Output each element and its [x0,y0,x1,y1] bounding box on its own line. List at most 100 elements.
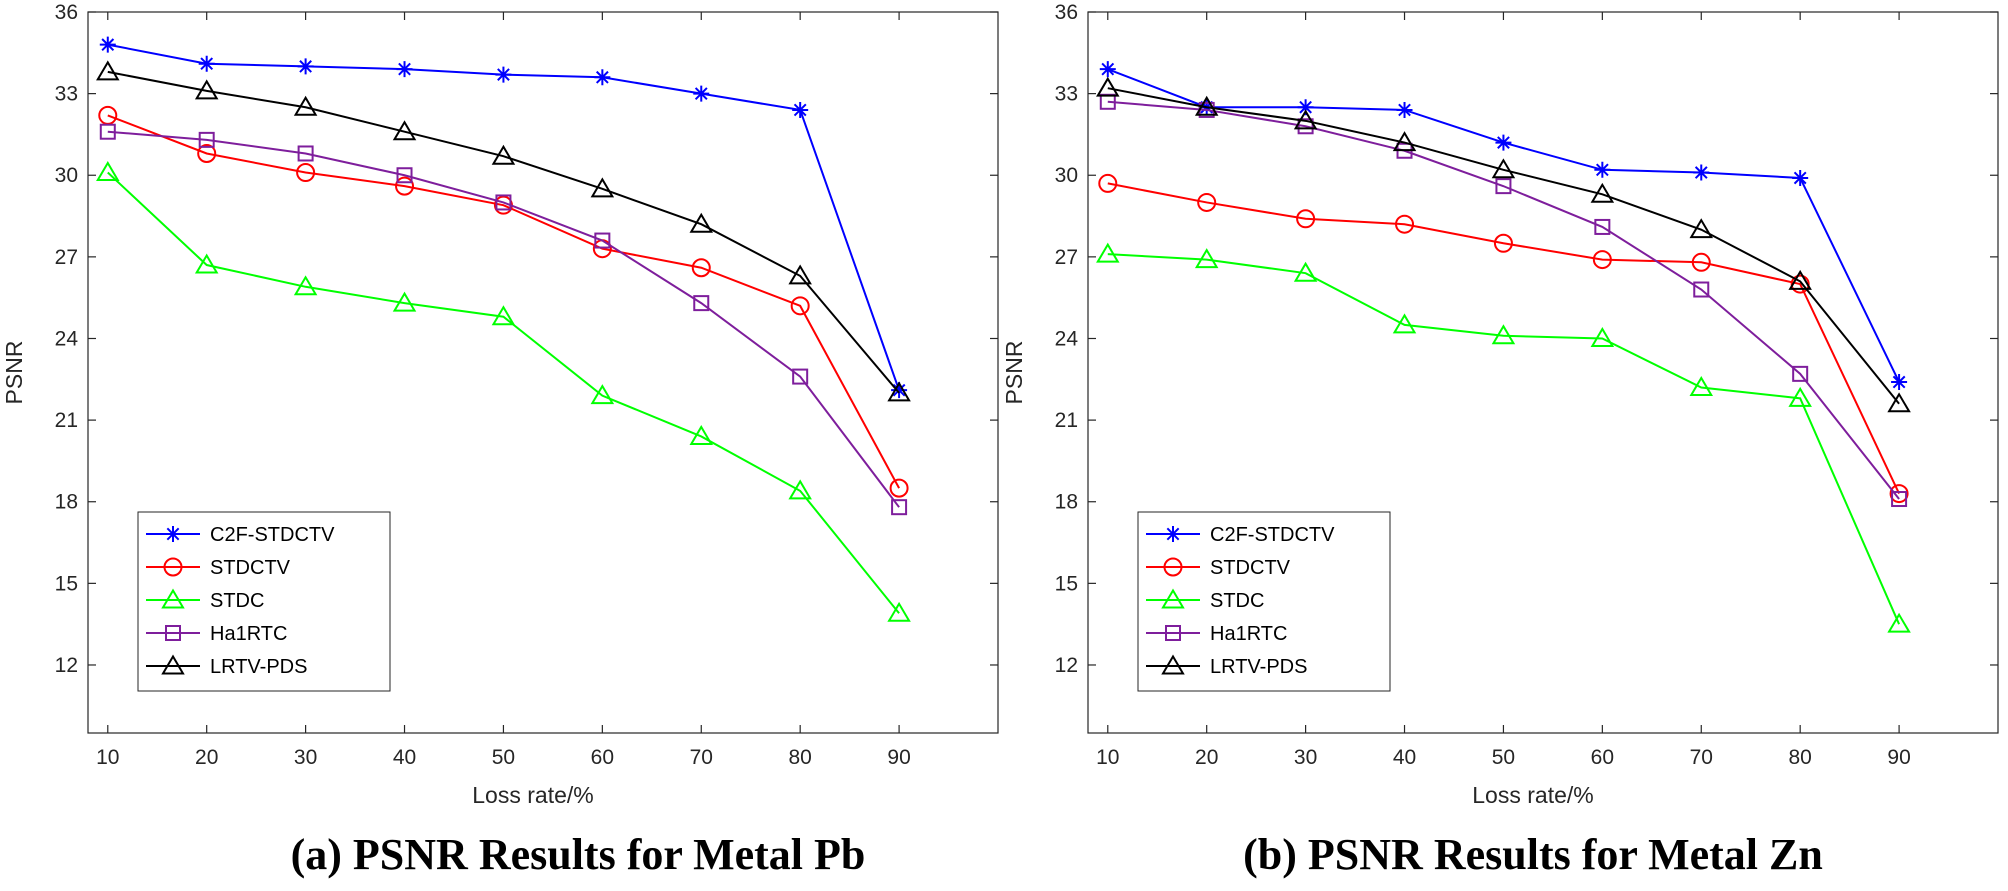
data-point-c2f-stdctv [198,55,215,72]
data-point-ha1rtc [495,194,512,211]
data-point-stdc [1392,313,1417,334]
data-point-stdc [788,479,812,500]
series-lrtv-pds [96,60,911,402]
data-point-stdctv [1098,173,1118,193]
y-tick-label: 18 [55,491,78,514]
x-tick-label: 50 [1492,746,1515,769]
data-point-lrtv-pds [1590,182,1615,203]
series-c2f-stdctv [99,36,908,399]
data-point-stdctv [1296,209,1316,229]
data-point-c2f-stdctv [1099,61,1116,78]
x-tick-label: 60 [591,746,614,769]
chart-metal-zn: 10 20 30 40 50 60 70 80 90 12 15 18 21 24 27 30 33 36 Loss… [1001,1,1999,879]
data-point-ha1rtc [1495,178,1512,195]
x-tick-label: 70 [1690,746,1713,769]
data-point-ha1rtc [891,499,908,516]
data-point-lrtv-pds [1689,218,1714,239]
data-point-stdc [887,601,911,622]
y-tick-label: 33 [55,83,78,106]
data-point-lrtv-pds [788,264,812,285]
data-point-ha1rtc [1297,118,1314,135]
data-point-stdc [1293,261,1318,282]
data-point-c2f-stdctv [1891,374,1908,391]
legend-label-lrtv-pds: LRTV-PDS [210,656,307,678]
data-point-c2f-stdctv [693,85,710,102]
data-point-c2f-stdctv [396,61,413,78]
data-point-c2f-stdctv [99,36,116,53]
data-point-stdc [1887,612,1911,633]
data-point-stdctv [1197,192,1217,212]
legend-marker-lrtv-pds [161,654,185,675]
series-line-lrtv-pds [1107,87,1900,405]
legend-marker-ha1rtc [1165,625,1181,641]
data-point-c2f-stdctv [1792,169,1809,186]
data-point-stdctv [1790,274,1810,294]
data-point-lrtv-pds [1194,95,1219,116]
x-tick-label: 40 [393,746,416,769]
data-point-c2f-stdctv [594,69,611,86]
x-tick-label: 10 [96,746,119,769]
y-tick-label: 12 [55,654,78,677]
x-tick-label: 90 [1887,746,1910,769]
data-point-ha1rtc [693,295,710,312]
legend-label-c2f-stdctv: C2F-STDCTV [210,524,335,546]
x-tick-label: 30 [1294,746,1317,769]
data-point-stdctv [790,296,810,316]
y-tick-label: 27 [55,246,78,269]
data-point-c2f-stdctv [495,66,512,83]
data-point-stdc [96,161,120,182]
legend-label-ha1rtc: Ha1RTC [210,623,287,645]
legend: C2F-STDCTV STDCTV STDC Ha1RTC LRTV-PDS [1137,511,1391,692]
legend-label-ha1rtc: Ha1RTC [1210,623,1287,645]
legend-marker-stdctv [1163,557,1183,577]
y-tick-label: 21 [55,409,78,432]
data-point-ha1rtc [198,131,215,148]
y-tick-label: 30 [55,164,78,187]
y-tick-label: 15 [55,572,78,595]
data-point-stdctv [1395,214,1415,234]
y-tick-label: 33 [1055,83,1078,106]
legend-label-c2f-stdctv: C2F-STDCTV [1210,524,1335,546]
legend-marker-stdctv [163,557,183,577]
y-tick-label: 24 [55,327,79,350]
data-point-stdc [1096,242,1120,263]
data-point-stdctv [197,143,217,163]
series-line-stdctv [1107,182,1900,495]
data-point-lrtv-pds [96,60,120,81]
legend-label-stdctv: STDCTV [1210,557,1291,579]
x-tick-label: 30 [294,746,317,769]
series-lrtv-pds [1096,76,1911,413]
legend-label-stdctv: STDCTV [210,557,291,579]
legend-marker-c2f-stdctv [1165,526,1181,542]
data-point-lrtv-pds [293,95,318,116]
x-tick-label: 50 [492,746,515,769]
data-point-stdc [1788,386,1812,407]
data-point-stdctv [889,478,909,498]
data-point-stdc [491,305,516,326]
y-tick-label: 36 [1055,1,1078,24]
y-tick-label: 12 [1055,654,1078,677]
series-line-lrtv-pds [107,70,900,394]
data-point-c2f-stdctv [297,58,314,75]
x-axis-label: Loss rate/% [1472,782,1593,808]
data-point-stdc [1491,324,1516,345]
x-axis-label: Loss rate/% [472,782,593,808]
data-point-stdctv [395,176,415,196]
data-point-lrtv-pds [392,120,417,141]
data-point-c2f-stdctv [1693,164,1710,181]
data-point-stdc [392,291,417,312]
series-c2f-stdctv [1099,61,1908,391]
data-point-lrtv-pds [1392,131,1417,152]
data-point-lrtv-pds [1096,76,1120,97]
series-line-stdctv [107,114,900,489]
x-tick-label: 40 [1393,746,1416,769]
series-stdc [1096,242,1911,633]
y-tick-label: 18 [1055,491,1078,514]
data-point-ha1rtc [99,123,116,140]
legend-label-stdc: STDC [210,590,264,612]
y-axis-label: PSNR [1001,341,1027,405]
y-tick-label: 30 [1055,164,1078,187]
chart-metal-pb: 10 20 30 40 50 60 70 80 90 12 15 18 21 24 27 30 33 36 Loss… [1,1,999,879]
data-point-ha1rtc [1693,281,1710,298]
data-point-lrtv-pds [689,212,714,233]
